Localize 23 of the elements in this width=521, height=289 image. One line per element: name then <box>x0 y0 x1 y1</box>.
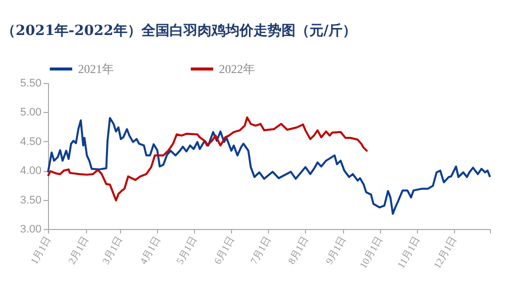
y-tick-label: 4.00 <box>20 165 42 178</box>
legend-label: 2021年 <box>78 62 114 76</box>
x-tick-label: 9月1日 <box>324 235 349 266</box>
x-tick-label: 4月1日 <box>138 235 163 266</box>
y-tick-label: 4.50 <box>20 136 42 148</box>
y-tick-label: 5.50 <box>20 78 42 90</box>
chart-title: （2021年-2022年）全国白羽肉鸡均价走势图（元/斤） <box>2 22 356 39</box>
x-tick-label: 7月1日 <box>248 235 274 266</box>
line-series <box>47 116 368 202</box>
x-tick-label: 10月1日 <box>358 235 386 271</box>
x-tick-label: 1月1日 <box>29 235 54 266</box>
y-tick-label: 3.00 <box>20 224 42 236</box>
x-tick-label: 11月1日 <box>396 235 423 270</box>
x-tick-label: 8月1日 <box>286 235 312 266</box>
x-tick-label: 6月1日 <box>212 235 238 266</box>
x-tick-label: 3月1日 <box>100 235 126 266</box>
x-tick-label: 5月1日 <box>174 235 200 266</box>
y-tick-label: 5.00 <box>20 106 42 119</box>
line-series <box>47 117 491 215</box>
x-tick-label: 12月1日 <box>432 235 460 271</box>
x-tick-label: 2月1日 <box>66 235 92 266</box>
y-tick-label: 3.50 <box>20 194 42 206</box>
legend-label: 2022年 <box>219 62 255 76</box>
